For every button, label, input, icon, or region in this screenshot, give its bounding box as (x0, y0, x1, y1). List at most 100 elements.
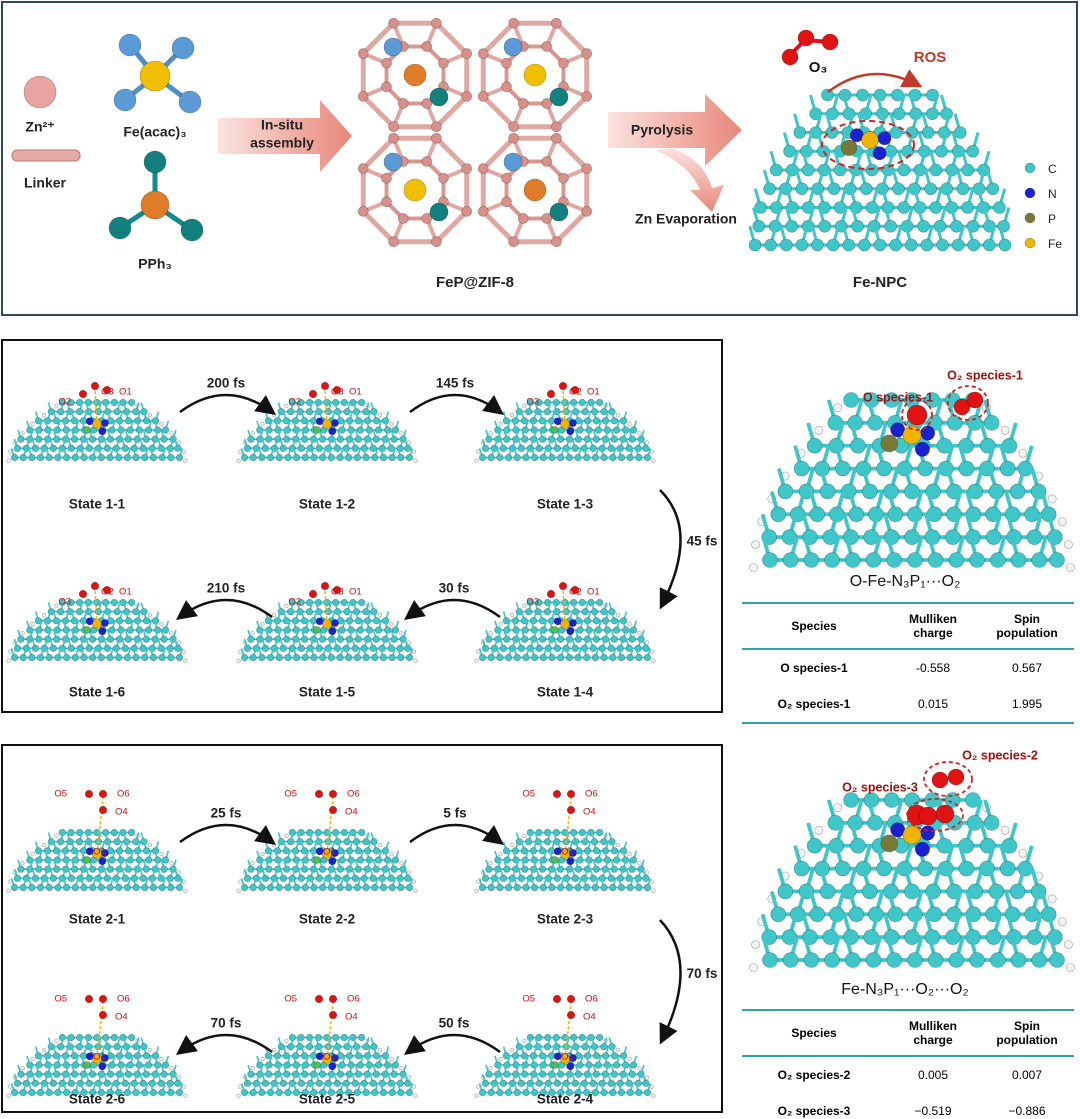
atom (371, 1088, 379, 1097)
interaction (324, 387, 328, 425)
atom (461, 91, 473, 102)
atom (247, 635, 255, 643)
atom (512, 435, 520, 443)
atom (496, 453, 504, 462)
atom (110, 828, 118, 837)
atom (258, 453, 266, 462)
atom (247, 865, 255, 873)
atom (363, 435, 371, 443)
hydrogen (260, 622, 265, 627)
atom (609, 653, 617, 662)
atom (539, 883, 547, 892)
atom (301, 435, 309, 443)
oxygen (328, 805, 338, 815)
oxygen (566, 789, 576, 799)
atom (809, 506, 826, 523)
atom (113, 608, 121, 616)
atom (508, 17, 519, 29)
atom (338, 856, 346, 864)
atom (31, 874, 39, 882)
atom (609, 883, 617, 892)
atom (826, 107, 839, 121)
hydrogen (6, 1093, 11, 1098)
atom (481, 644, 490, 652)
atom (561, 598, 569, 607)
atom (897, 201, 911, 214)
hydrogen (627, 422, 632, 427)
atom (529, 847, 538, 855)
atom (26, 635, 34, 643)
hydrogen (20, 631, 25, 636)
atom (494, 1070, 502, 1078)
atom (818, 219, 831, 233)
atom (381, 196, 392, 208)
atom (336, 1070, 345, 1078)
oxygen (966, 391, 984, 409)
hydrogen (250, 631, 255, 636)
hydrogen (1018, 848, 1028, 858)
hydrogen (147, 1047, 153, 1053)
linker-rod (11, 149, 81, 162)
step-label: 70 fs (687, 966, 718, 981)
atom (356, 1061, 364, 1069)
atom (85, 874, 93, 882)
atom (609, 453, 617, 462)
atom (158, 883, 166, 892)
atom (914, 441, 930, 457)
atom (927, 552, 944, 568)
atom (951, 238, 965, 252)
atom (71, 1070, 79, 1078)
atom (123, 453, 131, 462)
atom (873, 88, 887, 102)
atom (596, 1033, 604, 1042)
atom (354, 847, 363, 855)
annotation: O species-1 (863, 390, 933, 404)
atom (824, 552, 840, 568)
atom (327, 435, 336, 443)
atom (275, 453, 283, 462)
atom (63, 883, 71, 892)
atom (547, 617, 556, 625)
atom (142, 617, 151, 625)
hydrogen (389, 1057, 394, 1062)
atom (490, 874, 499, 882)
atom (531, 883, 539, 892)
atom (293, 883, 301, 892)
atom (372, 1052, 381, 1060)
atom (379, 653, 388, 662)
atom (97, 883, 105, 892)
atom (119, 598, 127, 607)
atom (75, 1043, 84, 1051)
atom (343, 838, 351, 846)
p-atom (551, 426, 559, 434)
atom (828, 437, 845, 454)
interaction (562, 587, 566, 625)
atom (481, 874, 490, 882)
oxygen (558, 381, 568, 391)
atom (310, 883, 318, 892)
atom (62, 635, 70, 643)
atom (574, 435, 583, 443)
atom (141, 453, 149, 462)
atom (362, 653, 370, 662)
atom (149, 883, 158, 892)
state-label: State 1-5 (299, 685, 356, 700)
atom (133, 435, 141, 443)
atom (13, 644, 22, 652)
atom (140, 190, 170, 220)
atom (551, 236, 562, 248)
oxygen (552, 789, 562, 799)
atom (258, 883, 266, 892)
atom (309, 1052, 318, 1060)
atom (358, 398, 366, 407)
atom (880, 434, 898, 453)
atom (626, 653, 634, 662)
atom (388, 1088, 396, 1097)
atom (610, 617, 619, 625)
atom (844, 552, 861, 568)
atom (252, 644, 261, 652)
atom (600, 838, 608, 846)
atom (835, 460, 851, 477)
atom (106, 435, 115, 443)
atom (93, 598, 101, 607)
